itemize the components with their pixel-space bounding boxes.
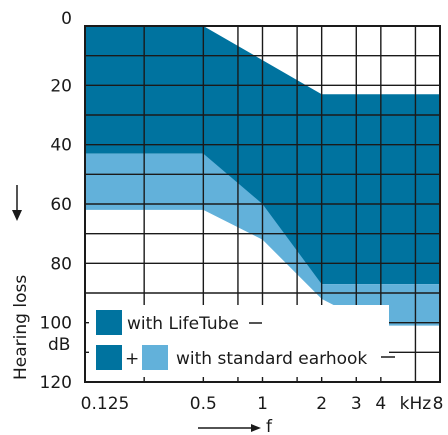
y-tick-label: 20 xyxy=(50,76,72,96)
y-tick-labels: 0 20 40 60 80 100 120 xyxy=(40,9,72,393)
plot-frame xyxy=(84,25,441,383)
x-tick-label: 4 xyxy=(375,394,386,414)
legend-swatch-earhook xyxy=(142,345,168,370)
y-tick-label: 60 xyxy=(50,195,72,215)
y-tick-label: 80 xyxy=(50,254,72,274)
x-tick-label: 0.125 xyxy=(81,394,130,414)
chart-legend: with LifeTube + with standard earhook xyxy=(89,305,395,377)
x-tick-label: kHz xyxy=(400,394,432,414)
x-tick-label: 8 xyxy=(433,394,444,414)
y-axis-title: Hearing loss xyxy=(11,275,31,380)
x-tick-label: 2 xyxy=(316,394,327,414)
legend-swatch-lifetube xyxy=(96,310,122,335)
y-tick-label: 0 xyxy=(61,9,72,29)
y-tick-label: 120 xyxy=(40,373,72,393)
x-tick-label: 3 xyxy=(351,394,362,414)
legend-swatch-lifetube-combined xyxy=(96,345,122,370)
legend-plus-sign: + xyxy=(125,349,139,369)
y-unit-label: dB xyxy=(48,335,70,355)
x-tick-labels: 0.125 0.5 1 2 3 4 kHz 8 xyxy=(81,394,444,414)
y-tick-label: 40 xyxy=(50,136,72,156)
x-arrow-head xyxy=(251,424,261,432)
y-tick-label: 100 xyxy=(40,314,72,334)
legend-label-lifetube: with LifeTube xyxy=(127,314,239,334)
x-axis-arrow-right xyxy=(198,424,261,432)
x-axis-title: f xyxy=(266,417,273,435)
legend-background xyxy=(89,305,389,377)
x-tick-label: 0.5 xyxy=(190,394,217,414)
legend-label-earhook: with standard earhook xyxy=(176,349,367,369)
y-arrow-head xyxy=(12,210,22,221)
x-tick-label: 1 xyxy=(257,394,268,414)
y-axis-arrow-down xyxy=(12,185,22,221)
